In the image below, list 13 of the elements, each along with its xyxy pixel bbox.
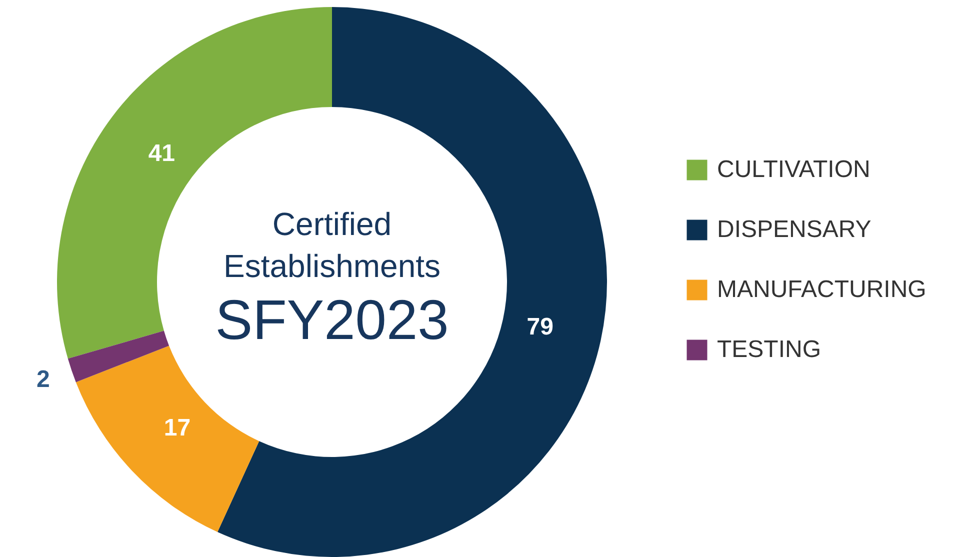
donut-slice (68, 330, 170, 382)
text: SFY2023 (215, 288, 449, 351)
legend-label: DISPENSARY (717, 216, 872, 243)
data-label: 17 (164, 414, 191, 442)
legend-label: TESTING (717, 336, 822, 363)
legend-label: CULTIVATION (717, 156, 870, 183)
data-label: 2 (36, 366, 50, 394)
text: Certified Establishments (224, 206, 440, 284)
donut-slice (218, 7, 607, 557)
data-label: 79 (526, 313, 554, 340)
donut-slice (76, 346, 260, 532)
legend-label: MANUFACTURING (717, 276, 926, 303)
data-label: 41 (148, 140, 176, 168)
